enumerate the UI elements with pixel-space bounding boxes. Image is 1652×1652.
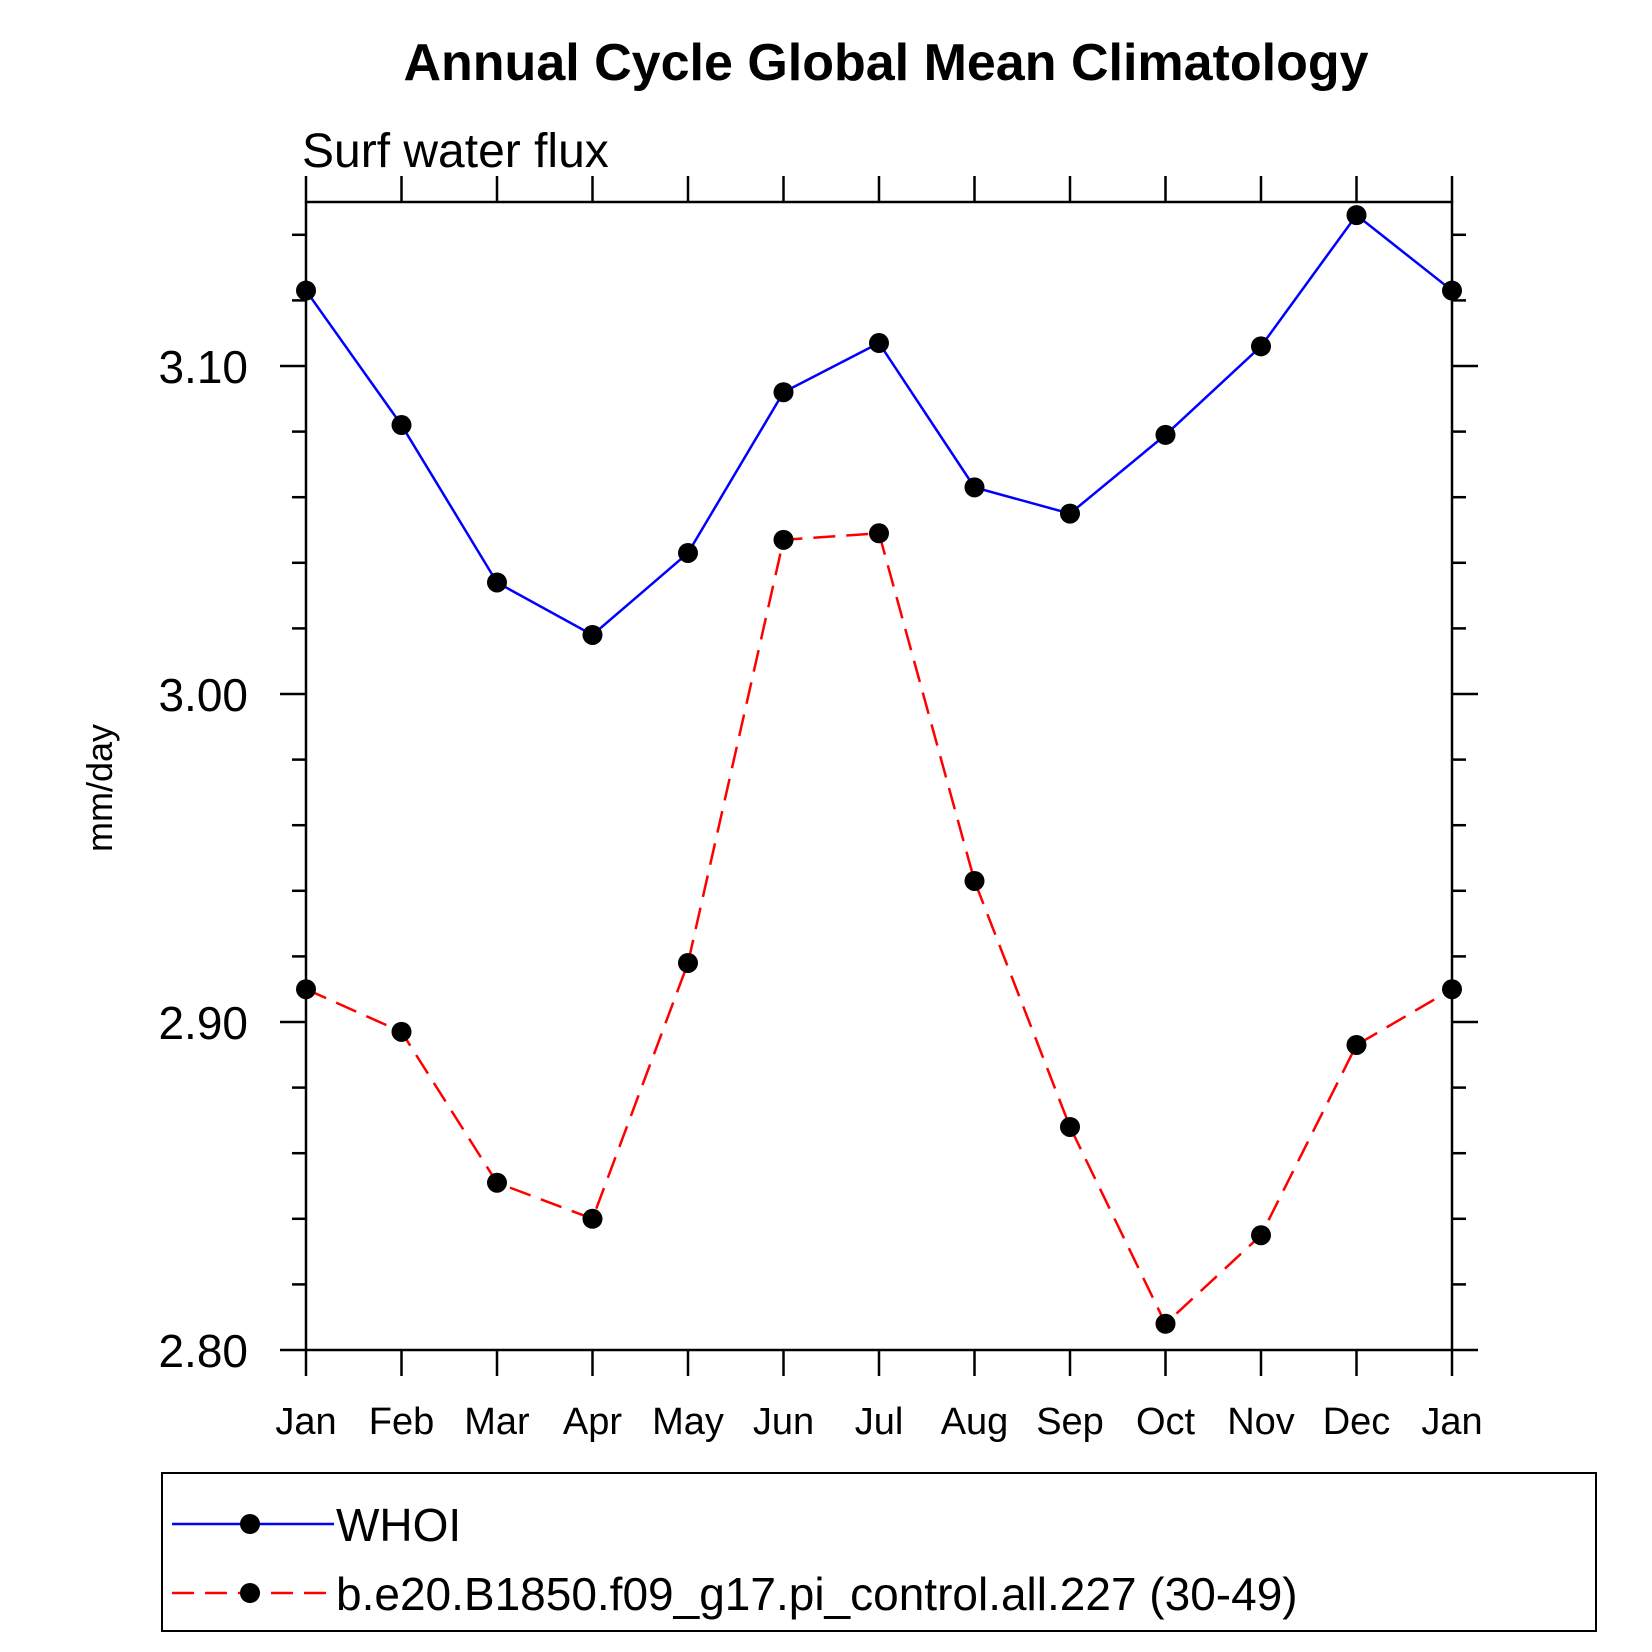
y-tick-label: 3.00 (158, 669, 248, 721)
data-point (964, 477, 985, 498)
axis-ticks (280, 176, 1478, 1376)
series-line (304, 213, 1453, 637)
data-point (1251, 1225, 1271, 1246)
legend: WHOI b.e20.B1850.f09_g17.pi_control.all.2… (161, 1472, 1597, 1632)
data-point (296, 280, 316, 301)
plot-frame (304, 200, 1454, 1352)
x-tick-label: Apr (563, 1401, 622, 1443)
x-tick-label: Nov (1227, 1401, 1295, 1443)
legend-marker (240, 1514, 260, 1534)
data-point (1155, 424, 1176, 445)
x-tick-label: Aug (941, 1401, 1009, 1443)
y-tick-label: 2.90 (158, 997, 248, 1049)
legend-box (161, 1472, 1597, 1632)
data-point (773, 382, 794, 403)
legend-label: WHOI (336, 1499, 461, 1551)
legend-marker (240, 1583, 260, 1603)
x-tick-label: Oct (1136, 1401, 1196, 1443)
data-point (964, 870, 985, 891)
data-point (678, 542, 698, 563)
data-point (869, 523, 889, 544)
series-line (305, 531, 1453, 1326)
data-point (1442, 979, 1462, 1000)
data-point (487, 1172, 507, 1193)
data-point (1442, 280, 1462, 301)
data-point (678, 952, 698, 973)
x-tick-label: Jul (855, 1401, 904, 1443)
data-point (1346, 1034, 1367, 1055)
data-point (391, 1021, 412, 1042)
x-tick-label: Feb (369, 1401, 434, 1443)
x-tick-label: Jan (1421, 1401, 1482, 1443)
x-tick-label: Jan (275, 1401, 336, 1443)
x-tick-label: Jun (753, 1401, 814, 1443)
series-layer (296, 205, 1462, 1334)
data-point (1060, 1116, 1080, 1137)
data-point (582, 624, 603, 645)
data-point (487, 572, 507, 593)
y-tick-label: 2.80 (158, 1325, 248, 1377)
data-point (582, 1208, 603, 1229)
data-point (1155, 1313, 1176, 1334)
x-tick-label: Sep (1036, 1401, 1104, 1443)
data-point (296, 979, 316, 1000)
y-tick-labels: 3.10 3.00 2.90 2.80 (158, 341, 248, 1377)
series-1 (296, 205, 1462, 645)
legend-item-2: b.e20.B1850.f09_g17.pi_control.all.227 (… (172, 1568, 1298, 1620)
data-point (391, 415, 412, 436)
legend-label: b.e20.B1850.f09_g17.pi_control.all.227 (… (336, 1568, 1298, 1620)
x-tick-labels: Jan Feb Mar Apr May Jun Jul Aug Sep Oct Nov Dec Jan (275, 1401, 1482, 1443)
x-tick-label: Mar (464, 1401, 530, 1443)
y-tick-label: 3.10 (158, 341, 248, 393)
data-point (1251, 336, 1271, 357)
data-point (1346, 205, 1367, 226)
chart-title: Annual Cycle Global Mean Climatology (403, 34, 1368, 92)
x-tick-label: May (652, 1401, 724, 1443)
data-point (773, 529, 794, 550)
data-point (869, 333, 889, 354)
legend-item-1: WHOI (172, 1499, 461, 1551)
series-2 (296, 523, 1462, 1334)
data-point (1060, 503, 1080, 524)
x-tick-label: Dec (1323, 1401, 1391, 1443)
y-axis-label: mm/day (79, 724, 120, 852)
chart-subtitle: Surf water flux (302, 125, 609, 178)
